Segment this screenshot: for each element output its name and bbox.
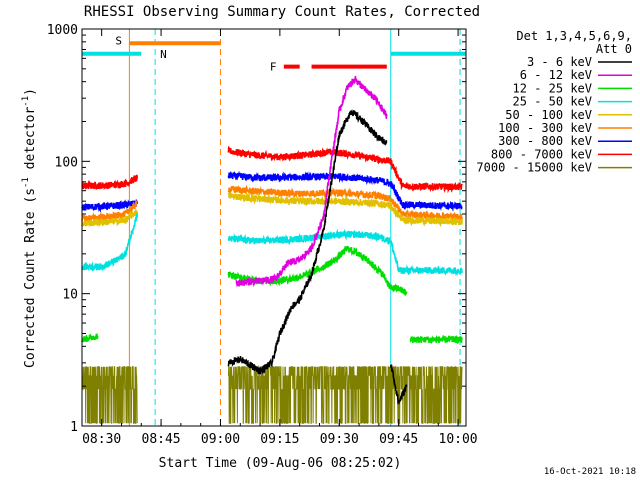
series-300-800-kev-seg-1 [227, 170, 463, 212]
y-axis-label-exp1: -1 [21, 177, 31, 188]
series-100-300-kev-seg-0 [81, 199, 138, 223]
x-tick-label-2: 09:00 [201, 432, 240, 447]
series-50-100-kev-seg-0 [81, 209, 138, 228]
marker-f-label: F [270, 61, 277, 74]
series-7000-15000-kev-seg-1 [227, 366, 463, 424]
chart-title: RHESSI Observing Summary Count Rates, Co… [84, 4, 480, 20]
y-axis-label-mid: detector [23, 107, 38, 178]
x-tick-label-5: 09:45 [379, 432, 418, 447]
marker-s-label: S [115, 34, 122, 47]
y-axis-label: Corrected Count Rate (s-1 detector-1) [21, 88, 38, 368]
series-100-300-kev-seg-1 [227, 184, 463, 223]
y-axis-label-exp2: -1 [21, 96, 31, 107]
y-axis-label-main: Corrected Count Rate (s [23, 188, 38, 368]
series-800-7000-kev-seg-1 [227, 145, 463, 194]
y-axis-label-close: ) [23, 88, 38, 96]
legend-label-0: 3 - 6 keV [527, 55, 592, 69]
plot-area: S N F [81, 29, 466, 426]
legend-label-5: 100 - 300 keV [498, 121, 592, 135]
marker-n-label: N [160, 48, 167, 61]
series-300-800-kev-seg-0 [81, 198, 138, 213]
legend-label-6: 300 - 800 keV [498, 134, 592, 148]
y-tick-label-2: 100 [55, 155, 78, 170]
y-tick-label-0: 1 [70, 420, 78, 435]
series-12-25-kev-seg-0 [81, 333, 99, 343]
legend-label-2: 12 - 25 keV [513, 81, 592, 95]
footer-date: 16-Oct-2021 10:18 [544, 467, 636, 477]
plot-frame [81, 28, 467, 427]
series-6-12-kev-seg-0 [235, 75, 388, 288]
y-axis: 1 10 100 1000 [47, 23, 466, 435]
legend-label-4: 50 - 100 keV [505, 108, 592, 122]
x-axis-label: Start Time (09-Aug-06 08:25:02) [159, 456, 402, 471]
series-800-7000-kev-seg-0 [81, 174, 138, 191]
x-tick-label-3: 09:15 [260, 432, 299, 447]
legend-label-1: 6 - 12 keV [520, 68, 592, 82]
series-12-25-kev-seg-2 [409, 334, 463, 345]
legend-label-7: 800 - 7000 keV [491, 147, 592, 161]
series-3-6-kev-seg-0 [227, 109, 388, 376]
legend-label-8: 7000 - 15000 keV [476, 161, 592, 175]
x-tick-label-4: 09:30 [320, 432, 359, 447]
series-3-6-kev-seg-1 [390, 364, 408, 406]
series-7000-15000-kev-seg-0 [81, 366, 138, 424]
legend-header-attenuator: Att 0 [596, 42, 632, 56]
series-25-50-kev-seg-0 [81, 213, 138, 272]
legend-label-3: 25 - 50 keV [513, 95, 592, 109]
y-tick-label-1: 10 [62, 288, 78, 303]
series-25-50-kev-seg-1 [227, 228, 463, 277]
series-50-100-kev-seg-1 [227, 191, 463, 228]
y-tick-label-3: 1000 [47, 23, 78, 38]
legend-header-detectors: Det 1,3,4,5,6,9, [516, 29, 632, 43]
x-axis: 08:30 08:45 09:00 09:15 09:30 09:45 10:00 [82, 29, 478, 447]
x-tick-label-0: 08:30 [82, 432, 121, 447]
x-tick-label-6: 10:00 [439, 432, 478, 447]
x-tick-label-1: 08:45 [142, 432, 181, 447]
